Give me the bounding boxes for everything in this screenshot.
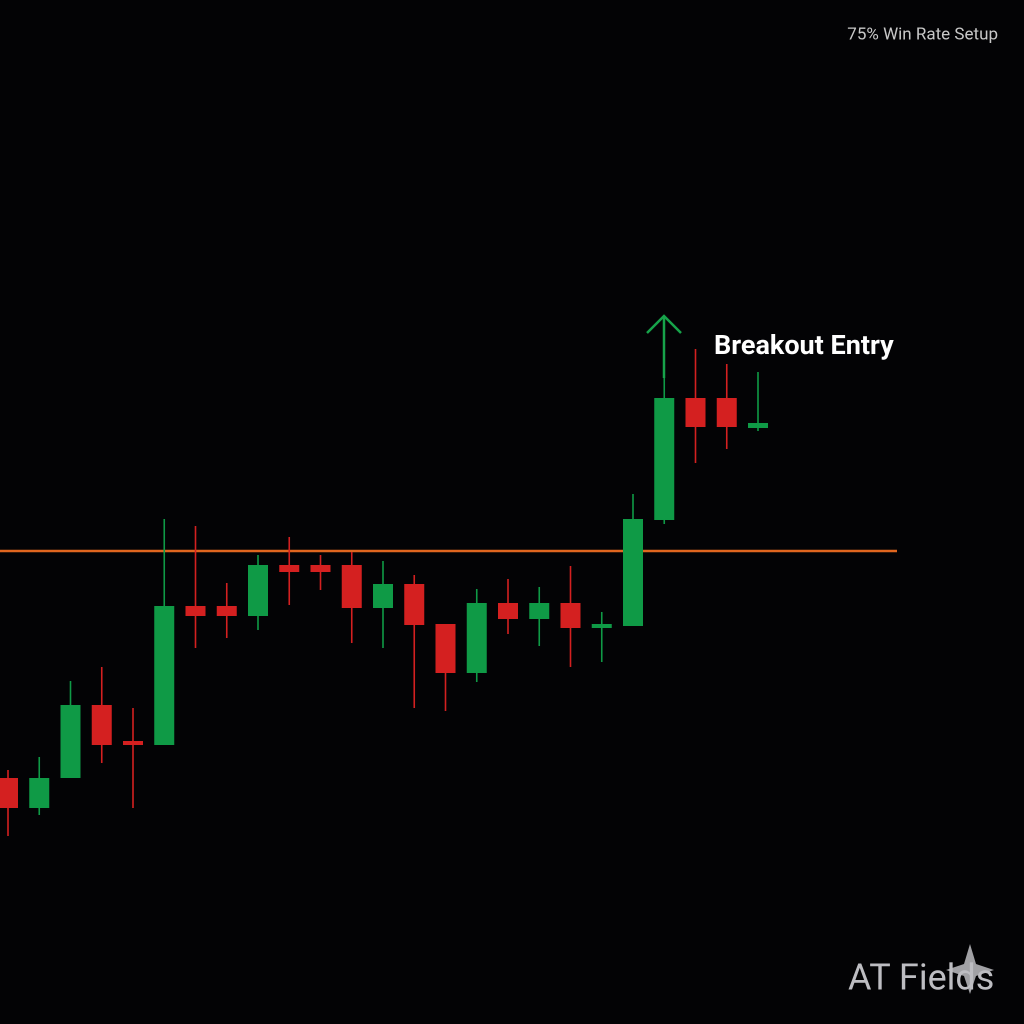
candle-body: [466, 603, 487, 673]
candle-body: [435, 624, 456, 673]
candle-body: [91, 705, 112, 745]
candle-body: [498, 603, 518, 619]
candle-body: [373, 584, 393, 608]
annotation: Breakout Entry: [714, 329, 894, 361]
candle-body: [341, 565, 362, 608]
candle-body: [623, 519, 643, 626]
candle-body: [560, 603, 581, 628]
candle-body: [310, 565, 331, 572]
candle-body: [248, 565, 268, 616]
candle-body: [0, 778, 18, 808]
candle-body: [60, 705, 81, 778]
arrow-head: [646, 314, 682, 334]
candle-body: [748, 423, 768, 428]
watermark-icon: [946, 944, 994, 994]
chart-title: 75% Win Rate Setup: [847, 24, 998, 44]
candle-body: [404, 584, 425, 625]
candle-body: [716, 398, 737, 427]
candle-body: [591, 624, 612, 628]
plot-area: [0, 349, 897, 836]
candle-body: [185, 606, 206, 616]
candle-body: [123, 741, 143, 745]
candle-body: [154, 606, 175, 745]
candle-body: [529, 603, 550, 619]
candle-body: [29, 778, 50, 808]
candle-body: [654, 398, 675, 520]
breakout-arrow: [646, 314, 682, 378]
candle-body: [216, 606, 237, 616]
candle-body: [279, 565, 300, 572]
candle-body: [685, 398, 706, 427]
